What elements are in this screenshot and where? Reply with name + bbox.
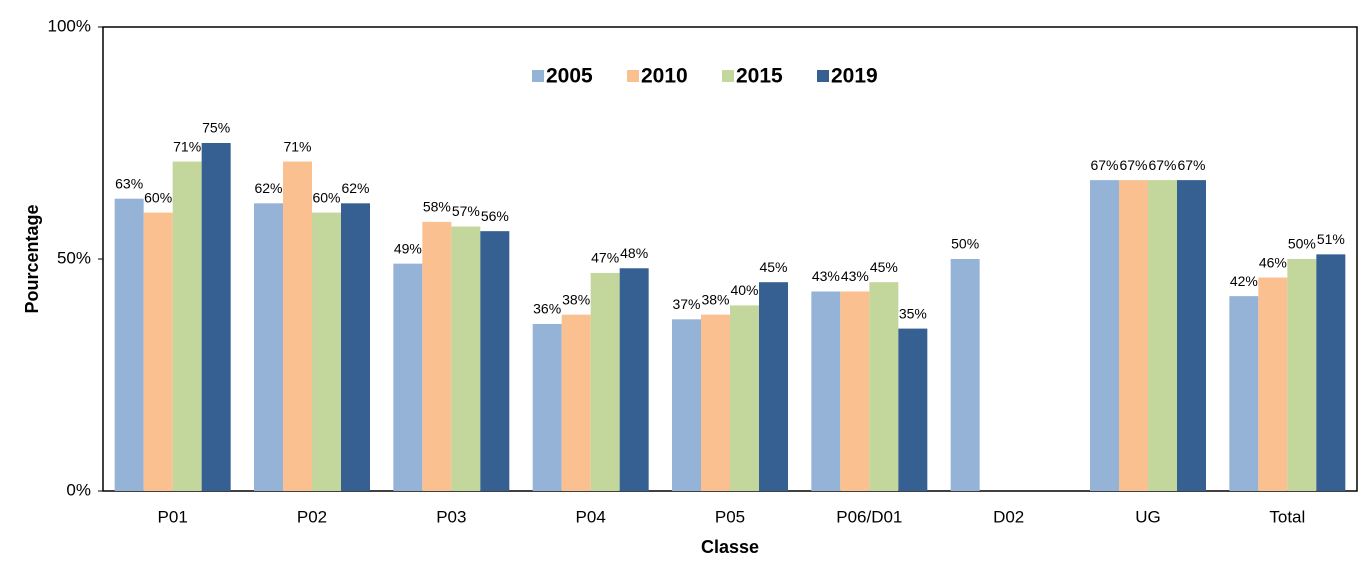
x-tick-label: P04	[576, 507, 606, 526]
value-label: 35%	[899, 305, 927, 321]
x-tick-label: UG	[1135, 507, 1161, 526]
value-label: 50%	[951, 236, 979, 252]
legend-label: 2015	[736, 65, 783, 88]
value-label: 37%	[672, 296, 700, 312]
bar	[114, 198, 144, 491]
value-label: 42%	[1230, 273, 1258, 289]
value-label: 63%	[115, 175, 143, 191]
x-tick-label: P01	[158, 507, 188, 526]
y-axis-title: Pourcentage	[22, 204, 42, 313]
value-label: 43%	[812, 268, 840, 284]
value-label: 50%	[1288, 236, 1316, 252]
bar	[759, 282, 788, 491]
bar	[172, 161, 202, 491]
legend-swatch	[627, 70, 639, 82]
value-label: 62%	[254, 180, 282, 196]
bar	[950, 259, 980, 491]
x-tick-label: Total	[1269, 507, 1305, 526]
value-label: 67%	[1119, 157, 1147, 173]
bar	[341, 203, 370, 491]
bar	[1287, 259, 1317, 491]
bar	[1177, 180, 1206, 491]
value-label: 60%	[312, 189, 340, 205]
value-label: 43%	[841, 268, 869, 284]
value-label: 71%	[283, 138, 311, 154]
x-tick-label: P06/D01	[836, 507, 902, 526]
bar	[1316, 254, 1346, 491]
bar	[451, 226, 481, 491]
value-label: 40%	[730, 282, 758, 298]
y-tick-label: 0%	[66, 480, 91, 499]
bar	[561, 314, 591, 491]
bar	[283, 161, 312, 491]
x-tick-label: D02	[993, 507, 1024, 526]
bar	[422, 221, 452, 491]
value-label: 67%	[1090, 157, 1118, 173]
value-label: 46%	[1259, 254, 1287, 270]
bar	[1258, 277, 1288, 491]
y-tick-label: 100%	[48, 16, 91, 35]
value-label: 49%	[394, 240, 422, 256]
bar	[312, 212, 341, 491]
value-label: 75%	[202, 120, 230, 136]
bar	[1148, 180, 1177, 491]
value-label: 38%	[562, 291, 590, 307]
x-tick-label: P03	[436, 507, 466, 526]
legend-swatch	[722, 70, 734, 82]
value-label: 67%	[1177, 157, 1205, 173]
bar	[254, 203, 283, 491]
x-tick-label: P05	[715, 507, 745, 526]
bar	[811, 291, 841, 491]
value-label: 36%	[533, 301, 561, 317]
value-label: 51%	[1317, 231, 1345, 247]
bar	[701, 314, 730, 491]
x-axis-title: Classe	[701, 537, 759, 557]
bar	[143, 212, 173, 491]
bar	[869, 282, 899, 491]
legend-label: 2019	[831, 65, 878, 88]
legend-swatch	[532, 70, 544, 82]
legend-swatch	[817, 70, 829, 82]
bar	[532, 323, 562, 491]
bar	[730, 305, 759, 491]
bar	[619, 268, 649, 491]
bar	[201, 143, 231, 491]
value-label: 47%	[591, 250, 619, 266]
value-label: 56%	[481, 208, 509, 224]
value-label: 45%	[759, 259, 787, 275]
value-label: 38%	[701, 291, 729, 307]
bar	[840, 291, 870, 491]
bar	[1090, 180, 1119, 491]
bar	[898, 328, 928, 491]
x-tick-label: P02	[297, 507, 327, 526]
value-label: 67%	[1148, 157, 1176, 173]
value-label: 62%	[341, 180, 369, 196]
value-label: 45%	[870, 259, 898, 275]
bar	[590, 272, 620, 491]
y-tick-label: 50%	[57, 248, 91, 267]
legend-label: 2005	[546, 65, 593, 88]
bar	[480, 231, 510, 491]
bar	[1119, 180, 1148, 491]
bar	[1229, 296, 1259, 491]
value-label: 58%	[423, 199, 451, 215]
bar	[672, 319, 701, 491]
value-label: 60%	[144, 189, 172, 205]
value-label: 48%	[620, 245, 648, 261]
bar	[393, 263, 423, 491]
legend-label: 2010	[641, 65, 688, 88]
value-label: 57%	[452, 203, 480, 219]
value-label: 71%	[173, 138, 201, 154]
